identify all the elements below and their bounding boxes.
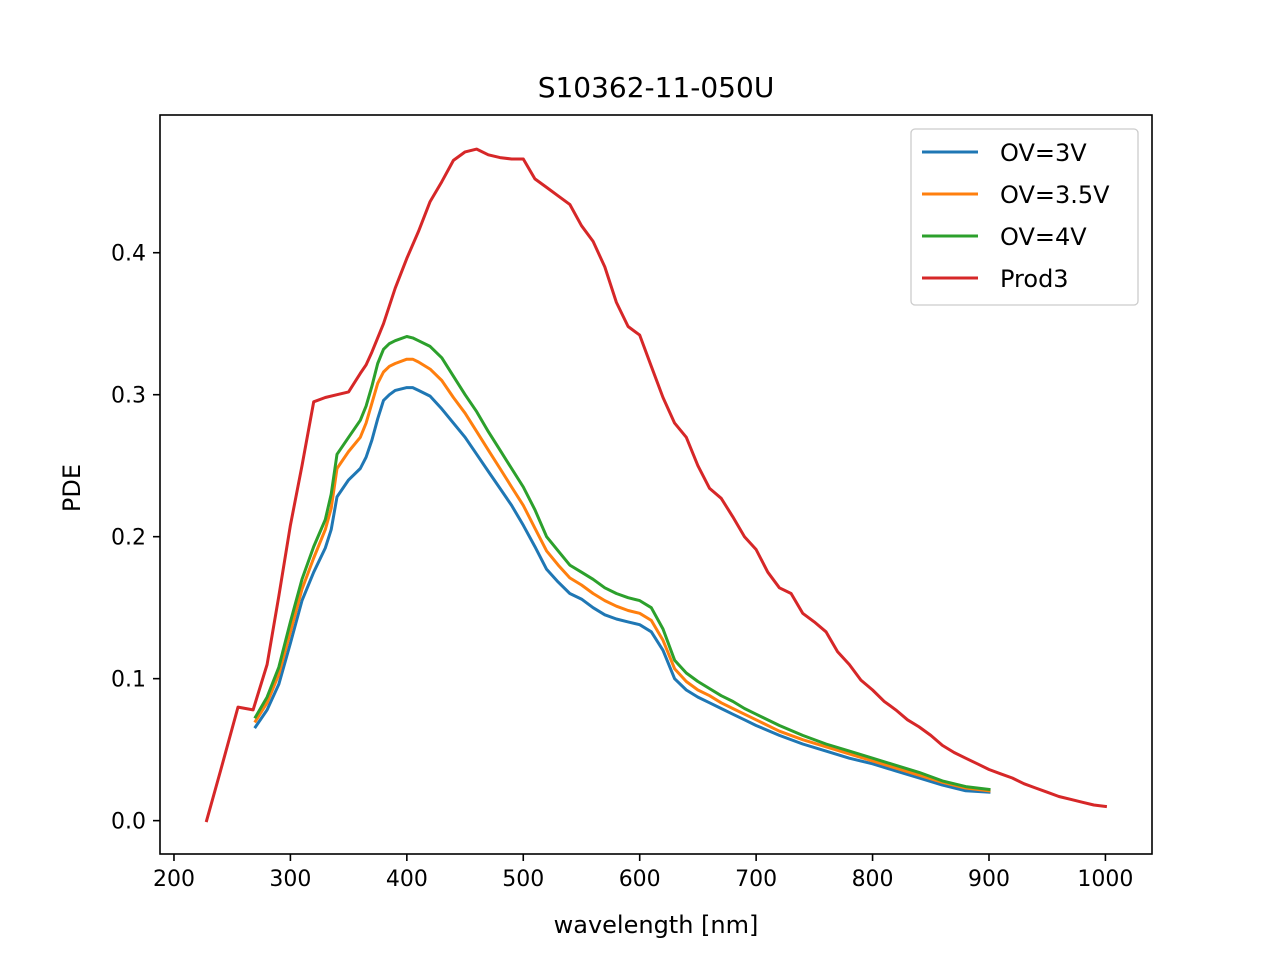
y-axis-label: PDE xyxy=(58,464,86,512)
x-axis-ticks: 200 300 400 500 600 700 800 900 1000 xyxy=(153,854,1133,892)
plot-frame xyxy=(159,114,1153,855)
x-tick-label: 800 xyxy=(852,867,894,892)
y-axis-ticks: 0.0 0.1 0.2 0.3 0.4 xyxy=(111,242,160,835)
legend-label-2: OV=4V xyxy=(1000,223,1087,251)
legend-label-0: OV=3V xyxy=(1000,139,1087,167)
x-tick-label: 1000 xyxy=(1077,867,1133,892)
legend-label-3: Prod3 xyxy=(1000,265,1069,293)
y-tick-label: 0.2 xyxy=(111,526,146,551)
x-tick-label: 900 xyxy=(968,867,1010,892)
series-line-2 xyxy=(253,335,991,792)
y-tick-label: 0.3 xyxy=(111,384,146,409)
series-line-0 xyxy=(253,386,991,794)
x-tick-label: 700 xyxy=(735,867,777,892)
x-tick-label: 400 xyxy=(386,867,428,892)
x-tick-label: 300 xyxy=(269,867,311,892)
x-tick-label: 500 xyxy=(502,867,544,892)
series-line-3 xyxy=(204,147,1108,823)
chart-title: S10362-11-050U xyxy=(538,71,775,104)
y-tick-label: 0.4 xyxy=(111,242,146,267)
y-tick-label: 0.1 xyxy=(111,668,146,693)
legend-label-1: OV=3.5V xyxy=(1000,181,1110,209)
legend: OV=3V OV=3.5V OV=4V Prod3 xyxy=(910,128,1139,306)
x-tick-label: 600 xyxy=(619,867,661,892)
y-tick-label: 0.0 xyxy=(111,810,146,835)
series-line-1 xyxy=(253,357,991,793)
series-group xyxy=(204,147,1108,823)
x-axis-label: wavelength [nm] xyxy=(554,911,759,939)
legend-box xyxy=(910,128,1139,306)
x-tick-label: 200 xyxy=(153,867,195,892)
